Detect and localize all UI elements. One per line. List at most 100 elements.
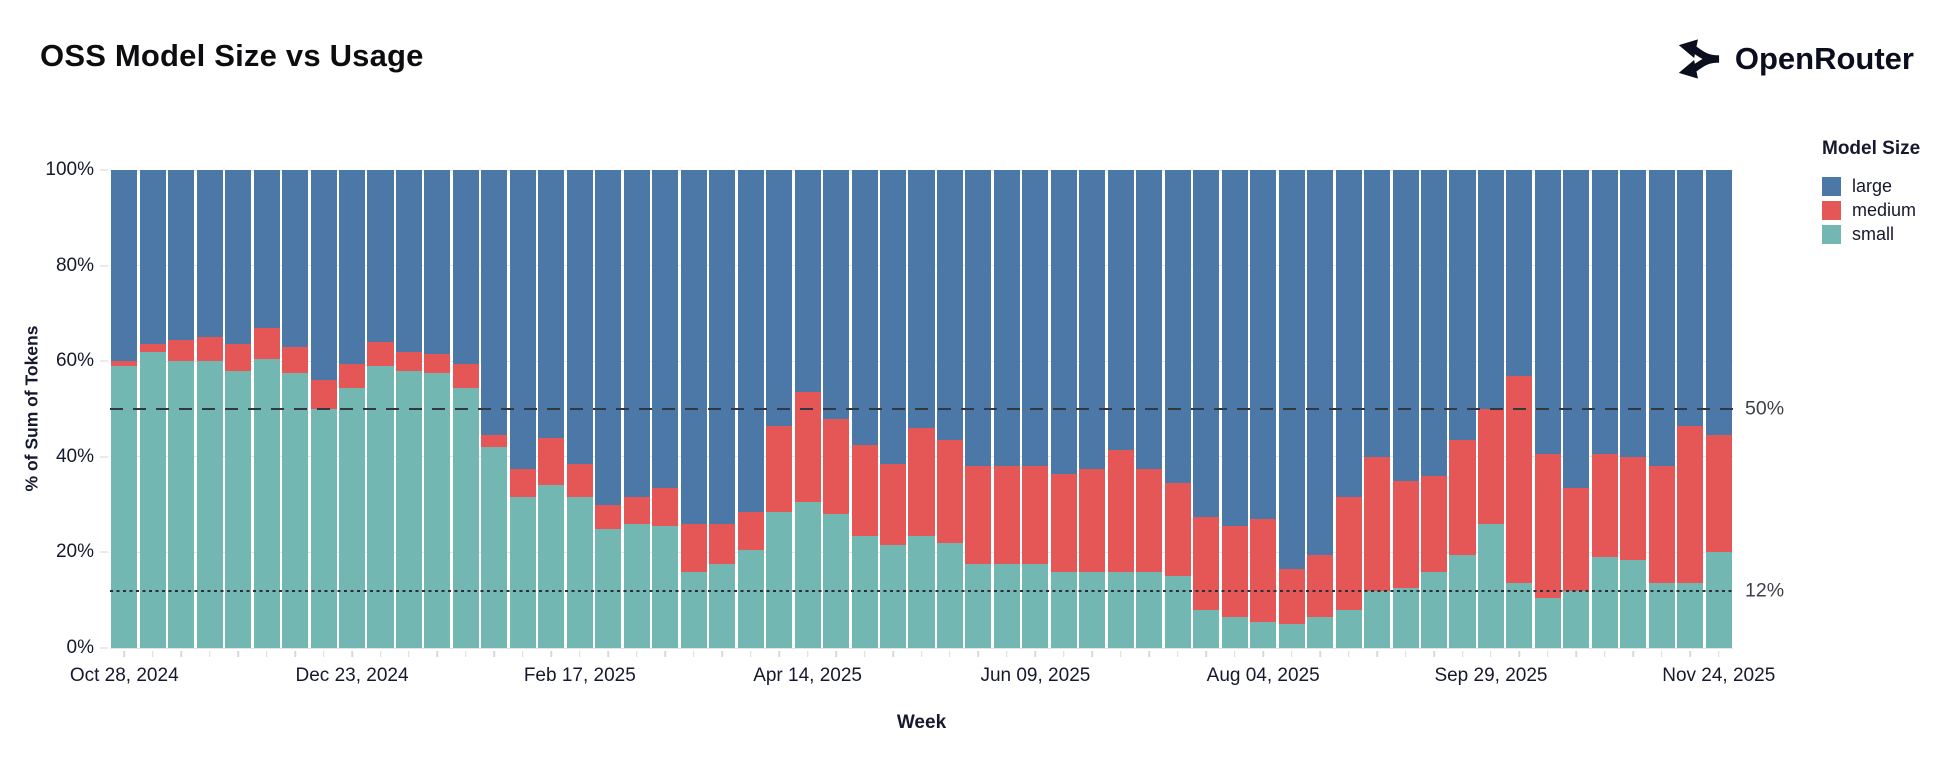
bar-segment-large-week-Sep 08, 2025[interactable] bbox=[1392, 170, 1419, 481]
bar-segment-small-week-Aug 25, 2025[interactable] bbox=[1335, 609, 1362, 648]
bar-segment-large-week-Feb 17, 2025[interactable] bbox=[566, 170, 593, 464]
bar-segment-large-week-Feb 03, 2025[interactable] bbox=[509, 170, 536, 469]
bar-segment-small-week-Feb 24, 2025[interactable] bbox=[595, 528, 622, 648]
openrouter-brand[interactable]: OpenRouter bbox=[1674, 34, 1914, 84]
bar-segment-medium-week-Jul 28, 2025[interactable] bbox=[1221, 526, 1248, 617]
bar-segment-large-week-Nov 03, 2025[interactable] bbox=[1620, 170, 1647, 457]
bar-segment-small-week-Feb 03, 2025[interactable] bbox=[509, 497, 536, 648]
bar-segment-medium-week-Feb 10, 2025[interactable] bbox=[538, 437, 565, 486]
bar-segment-small-week-Sep 01, 2025[interactable] bbox=[1364, 590, 1391, 648]
bar-segment-medium-week-Jul 14, 2025[interactable] bbox=[1164, 483, 1191, 577]
bar-segment-large-week-Oct 27, 2025[interactable] bbox=[1591, 170, 1618, 455]
bar-segment-small-week-Dec 02, 2024[interactable] bbox=[253, 358, 280, 648]
bar-segment-medium-week-Feb 24, 2025[interactable] bbox=[595, 504, 622, 529]
bar-segment-large-week-Jan 27, 2025[interactable] bbox=[481, 170, 508, 436]
bar-segment-large-week-Feb 10, 2025[interactable] bbox=[538, 170, 565, 438]
bar-segment-large-week-Jun 30, 2025[interactable] bbox=[1107, 170, 1134, 450]
bar-segment-large-week-Mar 10, 2025[interactable] bbox=[652, 170, 679, 488]
bar-segment-medium-week-Nov 17, 2025[interactable] bbox=[1677, 425, 1704, 584]
bar-segment-large-week-Dec 16, 2024[interactable] bbox=[310, 170, 337, 381]
bar-segment-medium-week-May 19, 2025[interactable] bbox=[936, 440, 963, 543]
bar-segment-medium-week-Dec 30, 2024[interactable] bbox=[367, 342, 394, 366]
bar-segment-medium-week-Nov 03, 2025[interactable] bbox=[1620, 456, 1647, 560]
bar-segment-small-week-Jun 16, 2025[interactable] bbox=[1050, 571, 1077, 648]
bar-segment-small-week-Mar 10, 2025[interactable] bbox=[652, 526, 679, 648]
bar-segment-large-week-Dec 30, 2024[interactable] bbox=[367, 170, 394, 343]
bar-segment-medium-week-Jan 27, 2025[interactable] bbox=[481, 435, 508, 448]
bar-segment-small-week-Oct 13, 2025[interactable] bbox=[1534, 597, 1561, 648]
bar-segment-small-week-Jul 21, 2025[interactable] bbox=[1193, 609, 1220, 648]
bar-segment-large-week-Oct 20, 2025[interactable] bbox=[1563, 170, 1590, 488]
bar-segment-small-week-Mar 03, 2025[interactable] bbox=[623, 523, 650, 648]
bar-segment-small-week-Nov 10, 2025[interactable] bbox=[1648, 583, 1675, 648]
bar-segment-small-week-Aug 04, 2025[interactable] bbox=[1250, 621, 1277, 648]
bar-segment-small-week-Mar 17, 2025[interactable] bbox=[680, 571, 707, 648]
bar-segment-large-week-Aug 18, 2025[interactable] bbox=[1307, 170, 1334, 555]
bar-segment-large-week-Jul 21, 2025[interactable] bbox=[1193, 170, 1220, 517]
bar-segment-medium-week-Jan 13, 2025[interactable] bbox=[424, 354, 451, 374]
bar-segment-large-week-Oct 13, 2025[interactable] bbox=[1534, 170, 1561, 455]
bar-segment-medium-week-Jan 06, 2025[interactable] bbox=[395, 351, 422, 371]
bar-segment-large-week-Jun 23, 2025[interactable] bbox=[1079, 170, 1106, 469]
bar-segment-medium-week-Nov 18, 2024[interactable] bbox=[196, 337, 223, 362]
bar-segment-small-week-Feb 10, 2025[interactable] bbox=[538, 485, 565, 648]
bar-segment-medium-week-Feb 17, 2025[interactable] bbox=[566, 463, 593, 498]
bar-segment-large-week-Jul 28, 2025[interactable] bbox=[1221, 170, 1248, 527]
bar-segment-small-week-Nov 04, 2024[interactable] bbox=[139, 351, 166, 648]
bar-segment-small-week-Nov 11, 2024[interactable] bbox=[168, 361, 195, 648]
bar-segment-small-week-Apr 07, 2025[interactable] bbox=[766, 511, 793, 648]
bar-segment-medium-week-Aug 04, 2025[interactable] bbox=[1250, 518, 1277, 622]
bar-segment-small-week-Nov 03, 2025[interactable] bbox=[1620, 559, 1647, 648]
bar-segment-small-week-Jul 28, 2025[interactable] bbox=[1221, 616, 1248, 648]
legend-item-small[interactable]: small bbox=[1822, 222, 1920, 246]
bar-segment-medium-week-Sep 15, 2025[interactable] bbox=[1420, 475, 1448, 572]
bar-segment-large-week-Mar 24, 2025[interactable] bbox=[709, 170, 736, 524]
bar-segment-medium-week-May 12, 2025[interactable] bbox=[908, 428, 935, 536]
bar-segment-large-week-Jan 20, 2025[interactable] bbox=[452, 170, 479, 364]
bar-segment-medium-week-Sep 29, 2025[interactable] bbox=[1477, 409, 1504, 524]
bar-segment-medium-week-Mar 03, 2025[interactable] bbox=[623, 497, 650, 524]
bar-segment-large-week-Jan 13, 2025[interactable] bbox=[424, 170, 451, 355]
bar-segment-small-week-Nov 17, 2025[interactable] bbox=[1677, 583, 1704, 648]
bar-segment-small-week-Nov 25, 2024[interactable] bbox=[225, 370, 252, 648]
bar-segment-small-week-Nov 24, 2025[interactable] bbox=[1705, 552, 1732, 648]
bar-segment-medium-week-Apr 28, 2025[interactable] bbox=[851, 444, 878, 536]
bar-segment-small-week-Mar 24, 2025[interactable] bbox=[709, 564, 736, 648]
bar-segment-small-week-Jun 09, 2025[interactable] bbox=[1022, 564, 1049, 648]
bar-segment-large-week-Sep 01, 2025[interactable] bbox=[1364, 170, 1391, 457]
bar-segment-large-week-Sep 15, 2025[interactable] bbox=[1420, 170, 1448, 476]
bar-segment-medium-week-Aug 18, 2025[interactable] bbox=[1307, 554, 1334, 617]
bar-segment-small-week-Dec 09, 2024[interactable] bbox=[282, 373, 309, 648]
bar-segment-medium-week-Sep 22, 2025[interactable] bbox=[1449, 440, 1476, 555]
bar-segment-small-week-Aug 11, 2025[interactable] bbox=[1278, 624, 1305, 648]
bar-segment-medium-week-Apr 21, 2025[interactable] bbox=[823, 418, 850, 515]
bar-segment-large-week-May 05, 2025[interactable] bbox=[879, 170, 907, 464]
bar-segment-medium-week-Oct 06, 2025[interactable] bbox=[1506, 375, 1533, 584]
bar-segment-small-week-Jun 02, 2025[interactable] bbox=[993, 564, 1020, 648]
bar-segment-small-week-Sep 22, 2025[interactable] bbox=[1449, 554, 1476, 648]
bar-segment-medium-week-Aug 25, 2025[interactable] bbox=[1335, 497, 1362, 610]
bar-segment-medium-week-Nov 04, 2024[interactable] bbox=[139, 344, 166, 352]
bar-segment-small-week-Jan 06, 2025[interactable] bbox=[395, 370, 422, 648]
bar-segment-medium-week-Jun 09, 2025[interactable] bbox=[1022, 466, 1049, 565]
bar-segment-large-week-Apr 14, 2025[interactable] bbox=[794, 170, 821, 393]
bar-segment-small-week-Feb 17, 2025[interactable] bbox=[566, 497, 593, 648]
bar-segment-small-week-Apr 28, 2025[interactable] bbox=[851, 535, 878, 648]
bar-segment-medium-week-Dec 02, 2024[interactable] bbox=[253, 327, 280, 359]
bar-segment-large-week-Oct 28, 2024[interactable] bbox=[111, 170, 138, 362]
bar-segment-small-week-May 19, 2025[interactable] bbox=[936, 542, 963, 648]
bar-segment-medium-week-Feb 03, 2025[interactable] bbox=[509, 468, 536, 498]
bar-segment-small-week-Jan 13, 2025[interactable] bbox=[424, 373, 451, 648]
bar-segment-large-week-Aug 25, 2025[interactable] bbox=[1335, 170, 1362, 498]
bar-segment-small-week-Jan 27, 2025[interactable] bbox=[481, 447, 508, 648]
bar-segment-medium-week-Oct 13, 2025[interactable] bbox=[1534, 454, 1561, 598]
bar-segment-medium-week-Jun 30, 2025[interactable] bbox=[1107, 449, 1134, 572]
bar-segment-large-week-Jan 06, 2025[interactable] bbox=[395, 170, 422, 352]
bar-segment-large-week-Apr 21, 2025[interactable] bbox=[823, 170, 850, 419]
bar-segment-medium-week-Dec 23, 2024[interactable] bbox=[338, 363, 366, 388]
bar-segment-large-week-Oct 06, 2025[interactable] bbox=[1506, 170, 1533, 376]
bar-segment-medium-week-Mar 17, 2025[interactable] bbox=[680, 523, 707, 572]
bar-segment-large-week-Dec 23, 2024[interactable] bbox=[338, 170, 366, 364]
bar-segment-large-week-Nov 11, 2024[interactable] bbox=[168, 170, 195, 340]
bar-segment-medium-week-Mar 31, 2025[interactable] bbox=[737, 511, 764, 551]
